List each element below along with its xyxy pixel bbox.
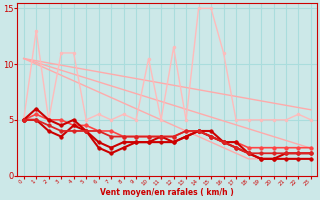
X-axis label: Vent moyen/en rafales ( km/h ): Vent moyen/en rafales ( km/h ) [100, 188, 234, 197]
